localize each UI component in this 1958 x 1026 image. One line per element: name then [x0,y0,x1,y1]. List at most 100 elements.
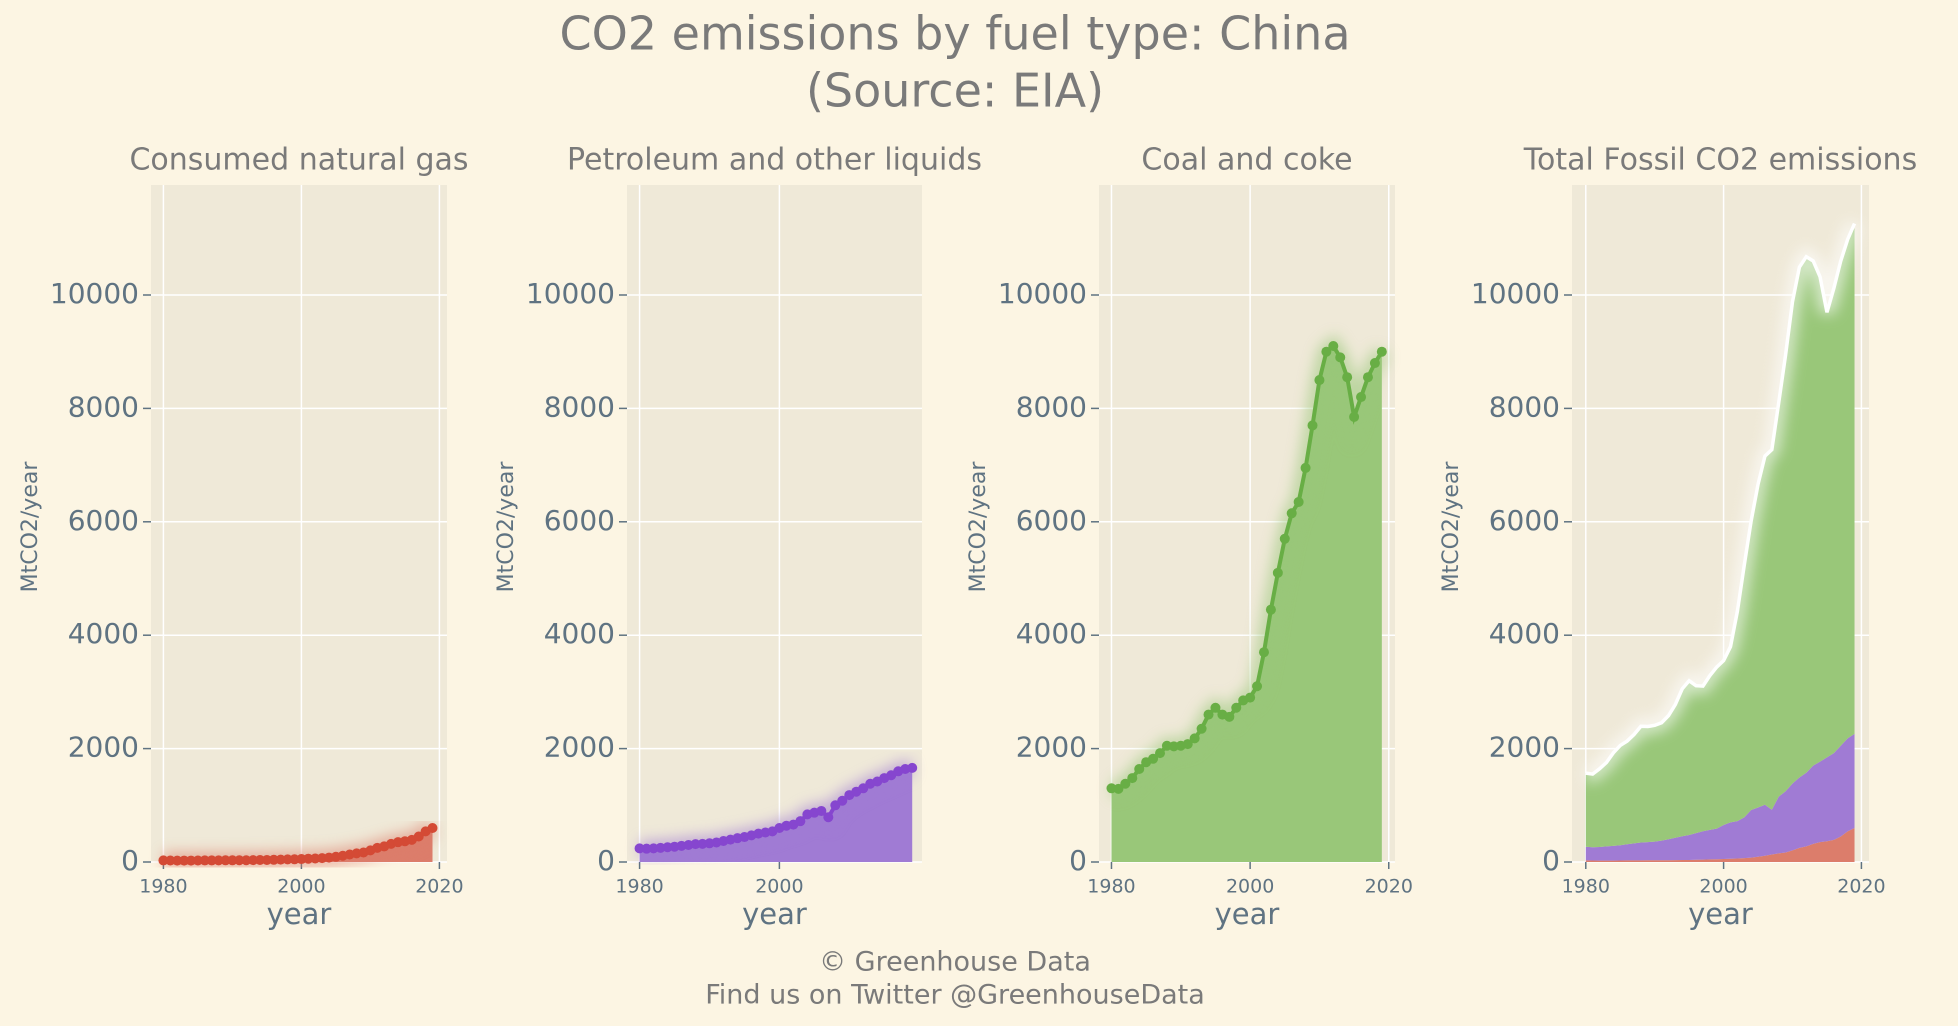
point [1224,711,1235,722]
area [1111,346,1382,863]
point [234,855,245,866]
point [1314,375,1325,386]
point [1272,567,1283,578]
point [634,843,645,854]
point [1328,341,1339,352]
area [639,767,913,862]
x-tick-label: 1980 [1087,876,1135,898]
point [795,816,806,827]
y-tick-label: 6000 [1016,504,1087,537]
y-tick-label: 4000 [68,617,139,650]
point [690,839,701,850]
panel-title: Petroleum and other liquids [567,143,982,178]
y-tick-label: 10000 [50,277,139,310]
x-axis-label: year [742,897,807,931]
point [165,855,176,866]
point [1134,764,1145,775]
point [427,822,438,833]
point [837,795,848,806]
y-axis-label: MtCO2/year [18,461,43,593]
y-tick-label: 6000 [544,504,615,537]
y-tick-label: 8000 [544,390,615,423]
point [1113,783,1124,794]
point [1258,647,1269,658]
x-tick-label: 1980 [139,876,187,898]
figure-title: CO2 emissions by fuel type: China [559,7,1350,61]
credit: Find us on Twitter @GreenhouseData [705,980,1205,1011]
y-tick-label: 8000 [1016,390,1087,423]
plot-area [151,185,447,862]
y-axis-label: MtCO2/year [1439,461,1464,593]
point [1356,392,1367,403]
x-tick-label: 1980 [615,876,663,898]
stacked-area [1585,733,1855,861]
point [1148,753,1159,764]
y-tick-label: 0 [1069,844,1087,877]
point [158,855,169,866]
point [1196,723,1207,734]
point [1293,496,1304,507]
point [1182,739,1193,750]
point [192,855,203,866]
y-tick-label: 4000 [544,617,615,650]
point [1321,346,1332,357]
y-tick-label: 8000 [68,390,139,423]
point [1189,733,1200,744]
y-tick-label: 6000 [1489,504,1560,537]
credit: © Greenhouse Data [819,947,1091,978]
y-tick-label: 10000 [998,277,1087,310]
point [255,855,266,866]
point [1231,702,1242,713]
panel-title: Coal and coke [1141,143,1352,178]
plot-area [627,185,922,862]
y-tick-label: 2000 [1016,731,1087,764]
point [213,855,224,866]
point [413,831,424,842]
y-tick-label: 10000 [526,277,615,310]
panel-title: Total Fossil CO2 emissions [1523,143,1917,178]
point [907,762,918,773]
y-axis-label: MtCO2/year [966,461,991,593]
y-axis-label: MtCO2/year [494,461,519,593]
point [1362,372,1373,383]
x-axis-label: year [1688,897,1753,931]
x-tick-label: 2000 [755,876,803,898]
point [1203,709,1214,720]
x-tick-label: 2000 [1226,876,1274,898]
point [1265,604,1276,615]
x-tick-label: 1980 [1562,876,1610,898]
y-tick-label: 4000 [1016,617,1087,650]
y-tick-label: 4000 [1489,617,1560,650]
y-tick-label: 0 [1542,844,1560,877]
point [220,855,231,866]
y-tick-label: 2000 [68,731,139,764]
point [1307,420,1318,431]
point [816,805,827,816]
point [1342,372,1353,383]
y-tick-label: 10000 [1471,277,1560,310]
point [1376,346,1387,357]
figure-subtitle: (Source: EIA) [806,64,1104,118]
point [1120,778,1131,789]
stacked-area [1585,827,1855,862]
point [1155,748,1166,759]
point [1286,508,1297,519]
point [1300,462,1311,473]
panel-title: Consumed natural gas [129,143,468,178]
total-line [1585,222,1857,776]
point [186,855,197,866]
point [172,855,183,866]
point [227,855,238,866]
x-tick-label: 2020 [1837,876,1885,898]
y-tick-label: 2000 [1489,731,1560,764]
point [199,855,210,866]
point [1252,681,1263,692]
point [241,855,252,866]
point [1369,358,1380,369]
y-tick-label: 0 [121,844,139,877]
point [1349,411,1360,422]
point [1335,352,1346,363]
point [206,855,217,866]
x-tick-label: 2020 [415,876,463,898]
